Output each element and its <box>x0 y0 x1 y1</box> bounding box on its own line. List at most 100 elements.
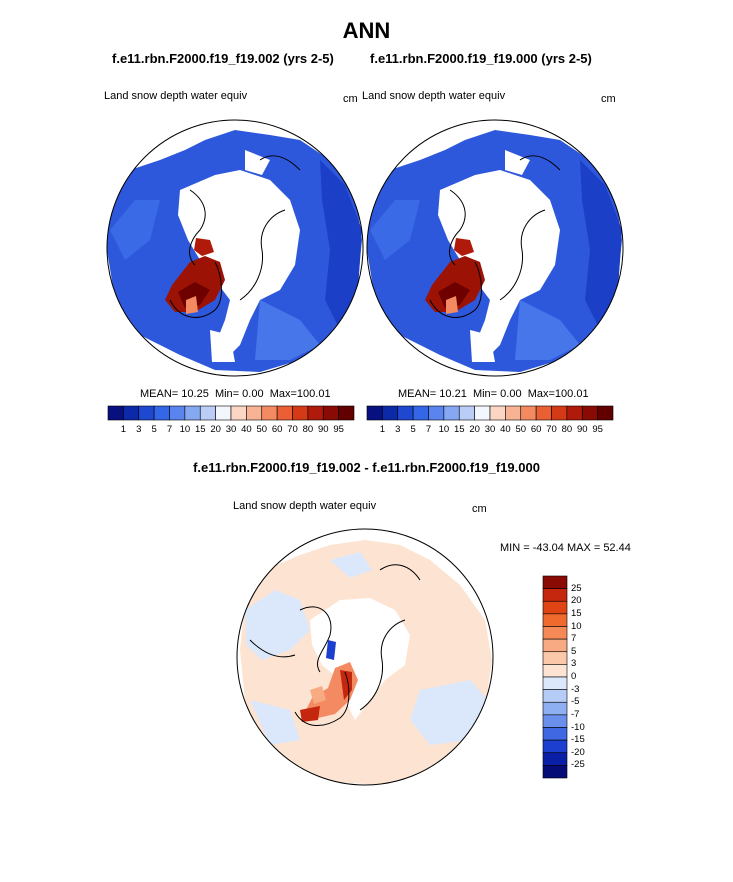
colorbar-panel-1-swatch <box>169 405 186 421</box>
colorbar-diff-tick-label: 5 <box>571 645 577 657</box>
colorbar-diff-tick-label: -25 <box>571 759 585 771</box>
colorbar-panel-2-tick-label: 80 <box>561 424 573 435</box>
colorbar-diff-swatch <box>542 676 568 690</box>
panel-1-min-label: Min= <box>214 388 240 400</box>
colorbar-panel-2-swatch <box>382 405 399 421</box>
panel-1-stats: MEAN= 10.25 Min= 0.00 Max=100.01 <box>140 388 331 400</box>
map-panel-1 <box>107 120 363 376</box>
colorbar-panel-2-swatch <box>520 405 537 421</box>
colorbar-diff-swatch <box>542 575 568 589</box>
colorbar-diff-swatch <box>542 714 568 728</box>
colorbar-diff-tick-label: 15 <box>571 607 582 619</box>
panel-2-variable: Land snow depth water equiv <box>362 90 506 102</box>
colorbar-panel-1-tick-label: 70 <box>287 424 298 435</box>
panel-1-variable: Land snow depth water equiv <box>104 90 248 102</box>
colorbar-diff-swatch <box>542 600 568 615</box>
colorbar-panel-2-swatch <box>397 405 414 421</box>
colorbar-panel-2-swatch <box>458 405 475 421</box>
colorbar-diff-tick-label: -15 <box>571 734 585 746</box>
map-diff <box>237 529 493 785</box>
panel-1-title: f.e11.rbn.F2000.f19_f19.002 (yrs 2-5) <box>112 51 334 66</box>
panel-2-units: cm <box>601 93 616 105</box>
colorbar-panel-2-tick-label: 40 <box>500 424 511 435</box>
colorbar-panel-1-swatch <box>307 405 324 421</box>
colorbar-panel-1-tick-label: 15 <box>194 424 206 435</box>
colorbar-panel-2-tick-label: 7 <box>425 424 432 435</box>
colorbar-diff-swatch <box>542 727 568 741</box>
colorbar-panel-1-tick-label: 30 <box>225 424 237 435</box>
colorbar-panel-2-tick-label: 20 <box>469 424 480 435</box>
colorbar-panel-2-swatch <box>597 405 614 421</box>
colorbar-panel-1-swatch <box>322 405 339 421</box>
colorbar-panel-2-tick-label: 90 <box>576 424 588 435</box>
colorbar-diff-tick-label: 25 <box>571 582 582 594</box>
map-panel-2 <box>367 120 623 376</box>
colorbar-panel-2-tick-label: 5 <box>410 424 416 435</box>
colorbar-panel-2 <box>366 405 614 421</box>
colorbar-diff-swatch <box>542 739 568 754</box>
colorbar-panel-2-swatch <box>428 405 445 421</box>
panel-1-mean: 10.25 <box>181 388 209 400</box>
colorbar-panel-1-swatch <box>123 405 140 421</box>
colorbar-panel-1-tick-label: 60 <box>271 424 283 435</box>
panel-2-stats: MEAN= 10.21 Min= 0.00 Max=100.01 <box>398 388 589 400</box>
colorbar-panel-1-swatch <box>138 405 155 421</box>
colorbar-diff-swatch <box>542 664 568 678</box>
colorbar-panel-2-tick-label: 70 <box>546 424 557 435</box>
panel-1-units: cm <box>343 93 358 105</box>
colorbar-diff-tick-label: -20 <box>571 746 585 758</box>
colorbar-diff-tick-label: 10 <box>571 620 582 632</box>
colorbar-panel-1-swatch <box>153 405 170 421</box>
colorbar-panel-1 <box>107 405 355 421</box>
colorbar-diff-tick-label: -10 <box>571 721 585 733</box>
diff-variable: Land snow depth water equiv <box>233 500 377 512</box>
colorbar-diff-swatch <box>542 765 568 779</box>
colorbar-panel-1-tick-label: 90 <box>317 424 329 435</box>
panel-1-min: 0.00 <box>242 388 264 400</box>
colorbar-panel-2-tick-label: 15 <box>453 424 465 435</box>
colorbar-panel-1-tick-label: 50 <box>256 424 268 435</box>
colorbar-diff-swatch <box>542 588 568 602</box>
colorbar-panel-2-swatch <box>474 405 491 421</box>
colorbar-diff-swatch <box>542 638 568 653</box>
colorbar-diff-tick-label: -5 <box>571 696 580 708</box>
panel-1-max: 100.01 <box>296 388 331 400</box>
colorbar-panel-1-swatch <box>107 405 124 421</box>
diff-title: f.e11.rbn.F2000.f19_f19.002 - f.e11.rbn.… <box>193 460 540 475</box>
colorbar-diff-tick-label: 3 <box>571 658 577 670</box>
colorbar-diff-swatch <box>542 651 568 665</box>
colorbar-diff-swatch <box>542 752 568 766</box>
colorbar-diff-tick-label: 0 <box>571 671 577 682</box>
colorbar-panel-1-swatch <box>338 405 355 421</box>
page-title: ANN <box>342 18 391 43</box>
colorbar-panel-1-swatch <box>292 405 309 421</box>
colorbar-panel-2-tick-label: 1 <box>379 424 386 435</box>
colorbar-panel-2-tick-label: 50 <box>515 424 527 435</box>
colorbar-panel-2-tick-label: 60 <box>530 424 542 435</box>
colorbar-diff <box>542 575 568 779</box>
colorbar-panel-2-swatch <box>505 405 522 421</box>
colorbar-diff-tick-label: -7 <box>571 708 580 720</box>
colorbar-panel-1-tick-label: 80 <box>302 424 314 435</box>
colorbar-panel-1-swatch <box>230 405 247 421</box>
colorbar-diff-swatch <box>542 689 568 703</box>
panel-2-mean-label: MEAN= <box>398 388 437 400</box>
panel-2-max: 100.01 <box>554 388 589 400</box>
colorbar-panel-1-swatch <box>215 405 232 421</box>
panel-2-min: 0.00 <box>500 388 522 400</box>
panel-2-title: f.e11.rbn.F2000.f19_f19.000 (yrs 2-5) <box>370 51 592 66</box>
colorbar-diff-swatch <box>542 701 568 716</box>
colorbar-panel-2-swatch <box>581 405 598 421</box>
colorbar-panel-1-tick-label: 20 <box>210 424 221 435</box>
colorbar-diff-tick-label: 7 <box>571 633 577 645</box>
panel-1-max-label: Max= <box>269 388 297 400</box>
colorbar-panel-2-tick-label: 10 <box>438 424 450 435</box>
colorbar-panel-2-swatch <box>535 405 552 421</box>
colorbar-panel-1-tick-label: 10 <box>179 424 191 435</box>
colorbar-panel-1-tick-label: 7 <box>166 424 173 435</box>
colorbar-panel-2-swatch <box>489 405 506 421</box>
colorbar-diff-tick-label: -3 <box>571 683 580 695</box>
colorbar-panel-2-swatch <box>412 405 429 421</box>
panel-2-max-label: Max= <box>527 388 555 400</box>
